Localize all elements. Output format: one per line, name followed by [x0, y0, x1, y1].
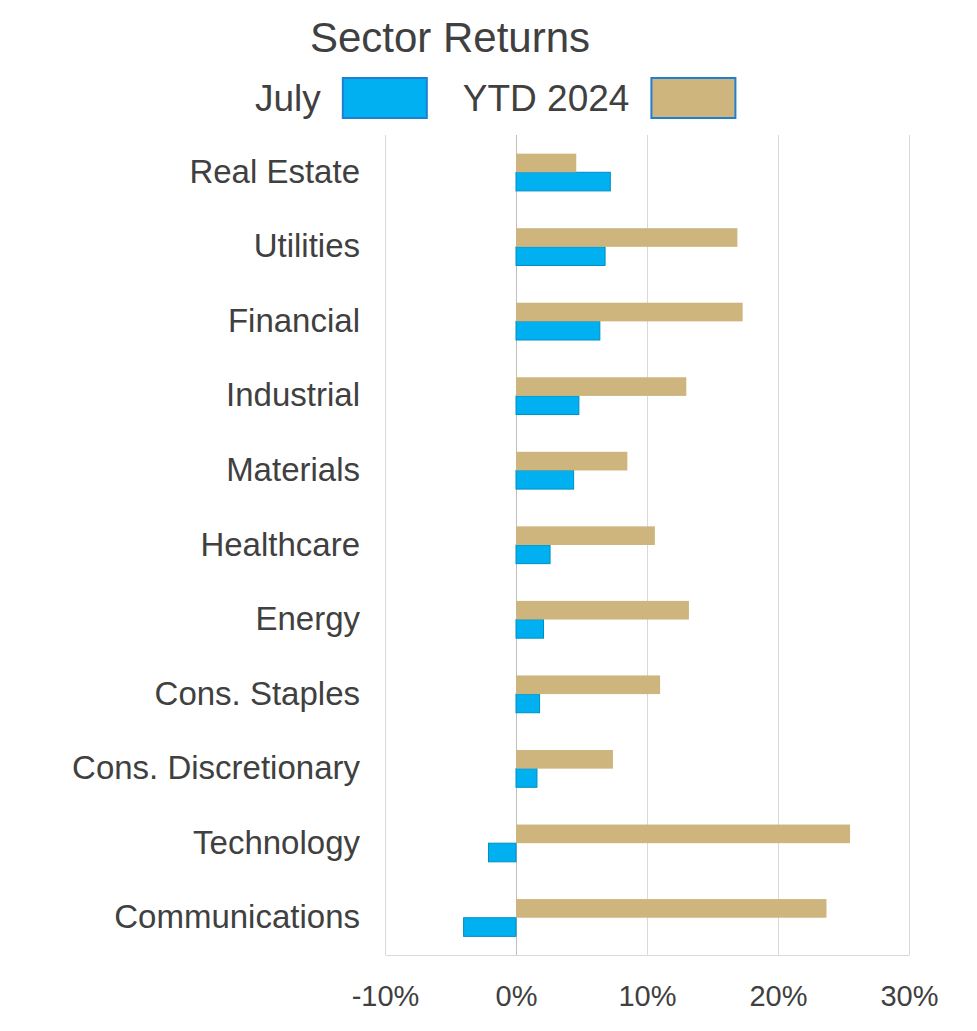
y-tick-label: Financial [228, 302, 360, 339]
y-tick-label: Energy [255, 600, 360, 637]
y-tick: Cons. Discretionary [72, 749, 360, 786]
y-tick: Industrial [226, 376, 360, 413]
x-tick-label: 0% [496, 980, 538, 1012]
y-tick-label: Communications [114, 898, 360, 935]
x-tick-label: 30% [880, 980, 938, 1012]
bar [516, 694, 540, 713]
bar [516, 526, 655, 545]
y-tick: Cons. Staples [155, 675, 360, 712]
grid-line [385, 135, 386, 955]
bar [516, 545, 550, 564]
bar [516, 172, 610, 191]
bar [516, 303, 743, 322]
x-tick-label: 10% [618, 980, 676, 1012]
bar [516, 470, 574, 489]
x-tick: 30% [880, 135, 938, 1012]
bars [464, 154, 850, 937]
bar [516, 452, 627, 471]
y-tick: Technology [193, 824, 360, 861]
y-tick: Materials [226, 451, 360, 488]
y-tick: Communications [114, 898, 360, 935]
x-tick: -10% [352, 135, 420, 1012]
bar [516, 247, 605, 266]
y-tick-label: Cons. Discretionary [72, 749, 360, 786]
y-tick-label: Cons. Staples [155, 675, 360, 712]
bar [488, 843, 516, 862]
bar [516, 899, 826, 918]
bar [516, 154, 576, 173]
x-tick: 0% [496, 135, 538, 1012]
bar [516, 675, 660, 694]
bar [516, 377, 686, 396]
y-tick-label: Technology [193, 824, 360, 861]
x-tick: 10% [618, 135, 676, 1012]
y-tick-label: Real Estate [189, 153, 360, 190]
legend-label: July [255, 78, 321, 119]
bar [516, 620, 544, 639]
y-tick-label: Industrial [226, 376, 360, 413]
bar [516, 396, 579, 415]
bar [516, 750, 613, 769]
bar [516, 769, 537, 788]
y-tick-label: Healthcare [200, 526, 360, 563]
y-tick: Healthcare [200, 526, 360, 563]
bar [516, 228, 737, 247]
y-tick-label: Materials [226, 451, 360, 488]
chart: Sector Returns -10% 0% 10% 20% 30% Real Estate… [0, 0, 977, 1031]
bar [516, 825, 850, 844]
y-tick: Real Estate [189, 153, 360, 190]
title: Sector Returns [310, 14, 590, 61]
x-tick-label: -10% [352, 980, 420, 1012]
legend-label: YTD 2024 [463, 78, 630, 119]
legend-swatch [651, 78, 735, 118]
y-tick-label: Utilities [254, 227, 360, 264]
legend: July YTD 2024 [255, 78, 735, 119]
y-tick: Energy [255, 600, 360, 637]
bar [516, 321, 600, 340]
y-tick: Utilities [254, 227, 360, 264]
x-tick-label: 20% [749, 980, 807, 1012]
bar [464, 918, 516, 937]
x-axis: -10% 0% 10% 20% 30% [352, 135, 939, 1012]
x-axis-line [386, 955, 910, 956]
x-tick: 20% [749, 135, 807, 1012]
y-tick: Financial [228, 302, 360, 339]
y-axis: Real Estate Utilities Financial Industrial M… [72, 153, 360, 935]
grid-line [909, 135, 910, 955]
bar [516, 601, 689, 620]
legend-swatch [343, 78, 427, 118]
